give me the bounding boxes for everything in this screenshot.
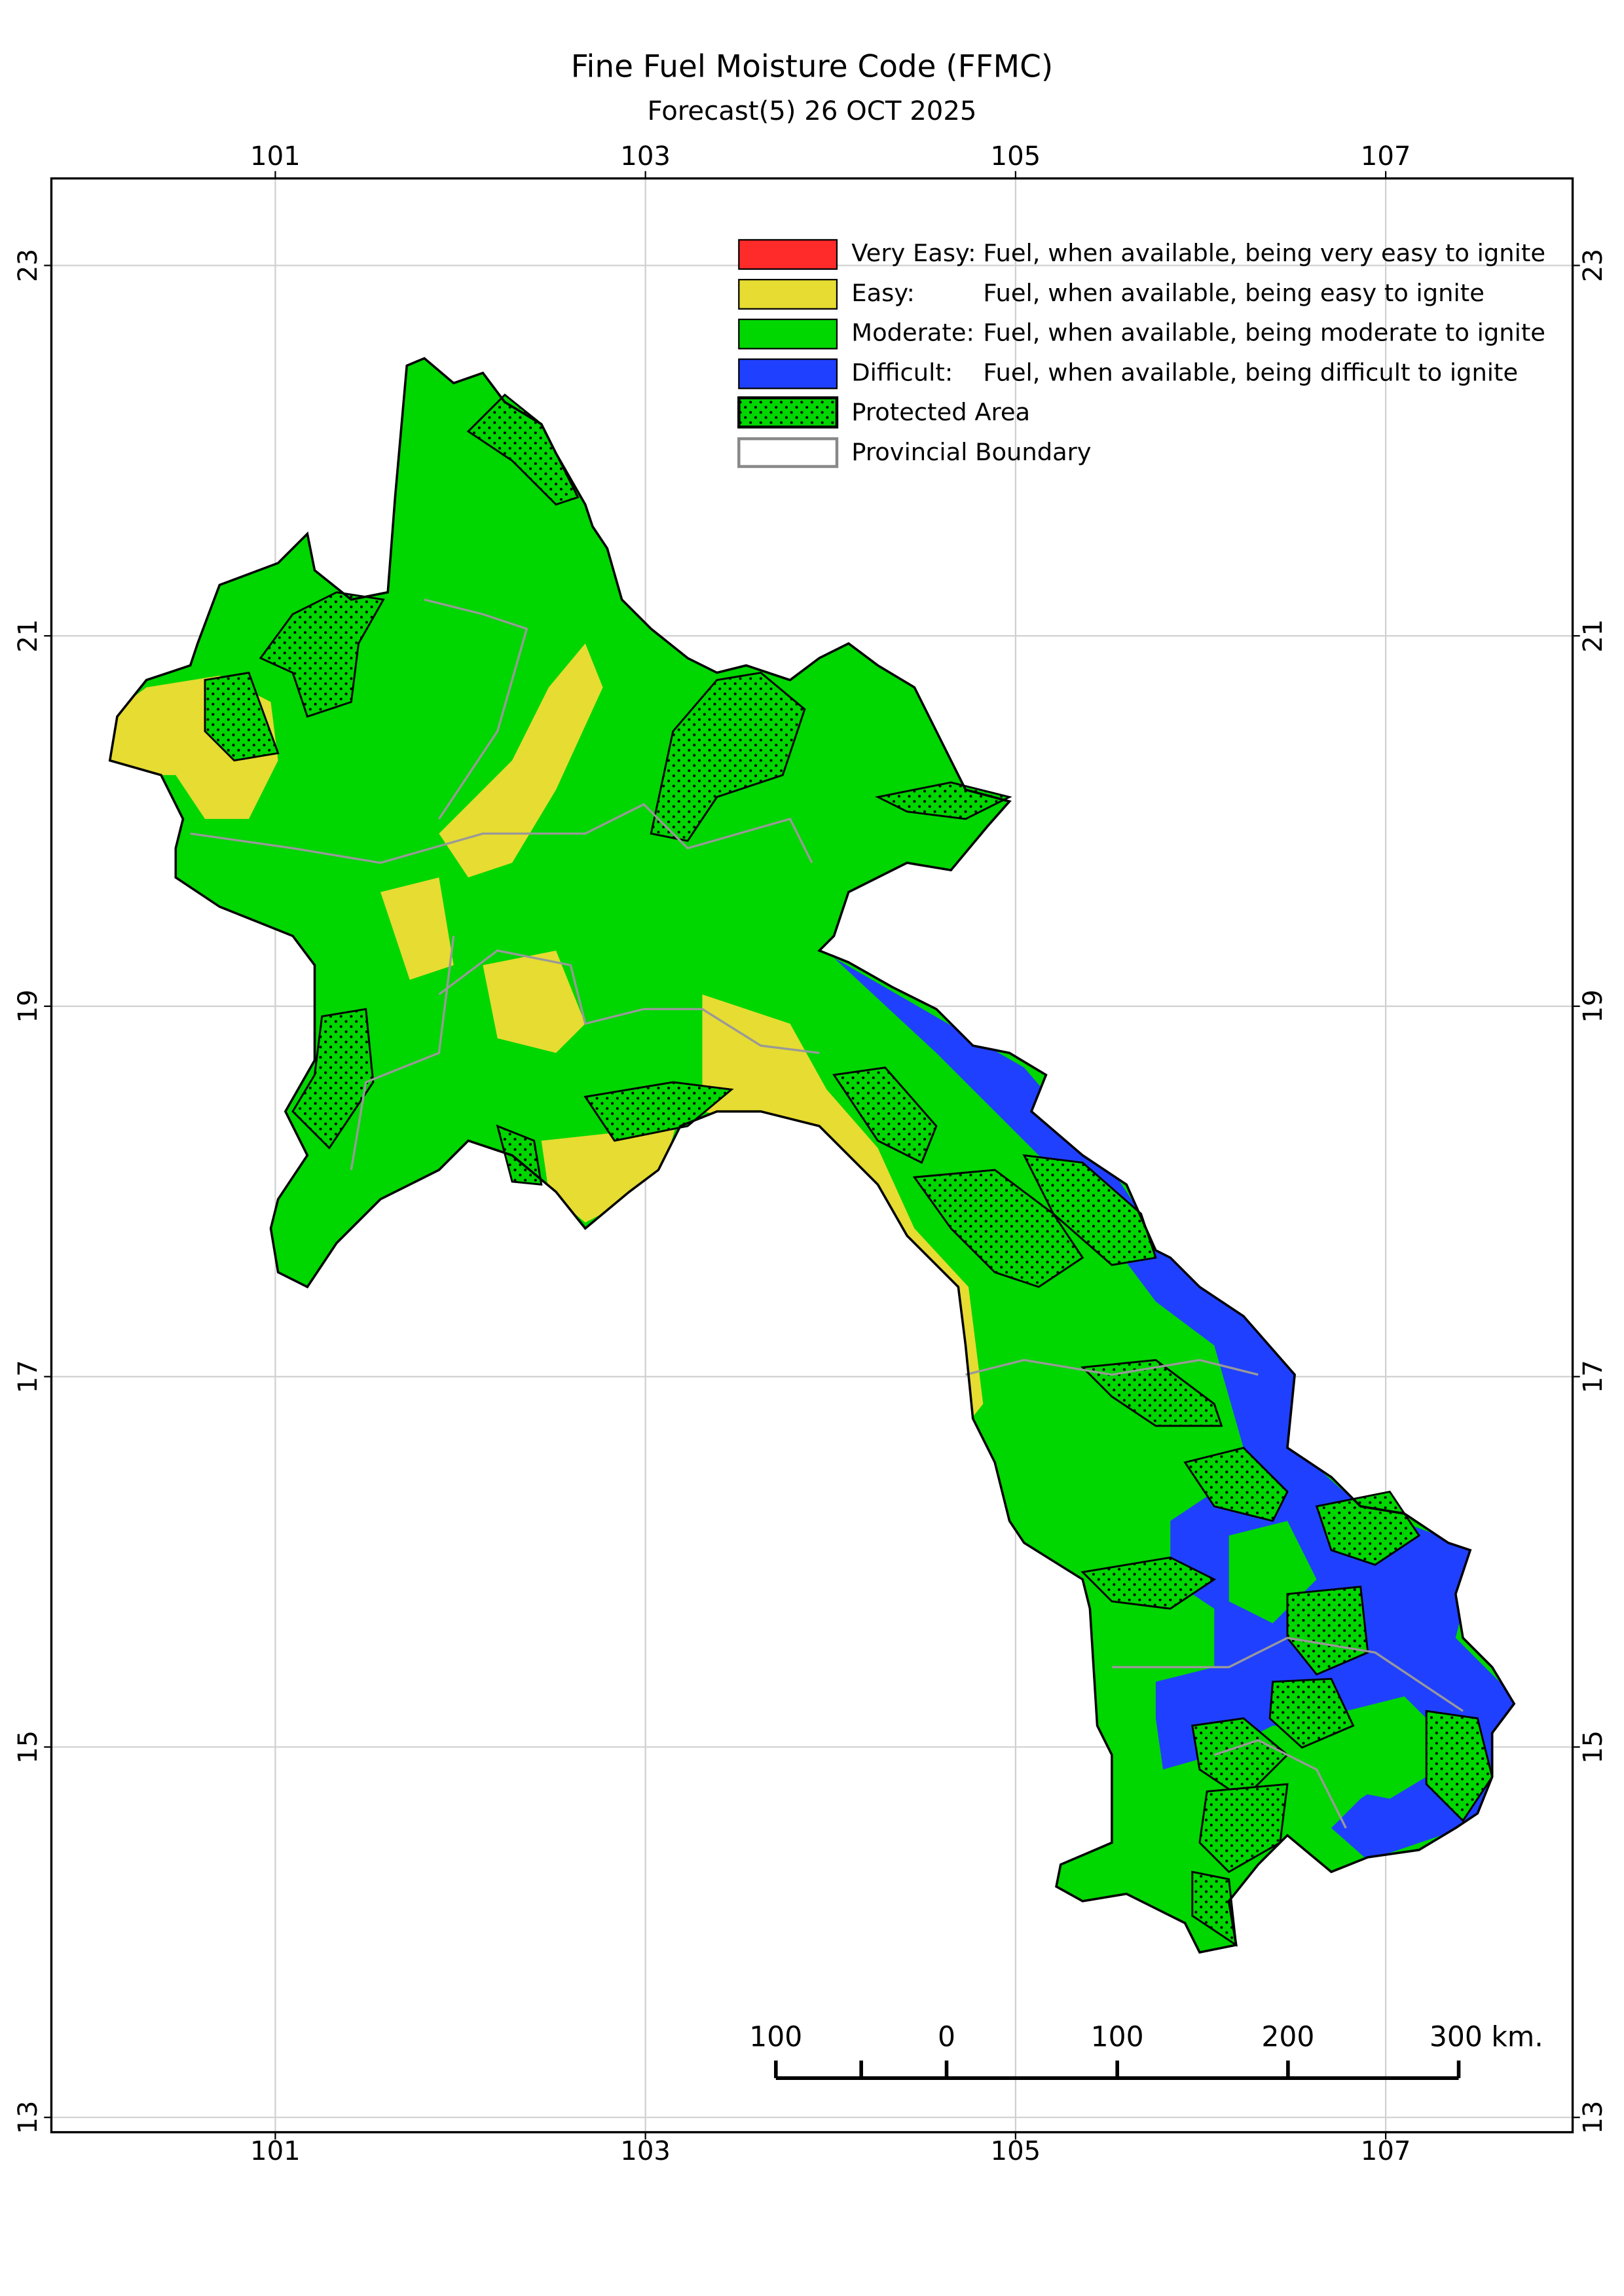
country (109, 357, 1515, 1954)
protected-area (583, 1081, 734, 1142)
legend-description: Fuel, when available, being easy to igni… (983, 279, 1485, 307)
x-tick-label: 105 (991, 2136, 1041, 2166)
scale-bar-label: 100 (1091, 2021, 1144, 2053)
easy-area (541, 1125, 676, 1223)
scale-bar-label: 300 km. (1430, 2021, 1543, 2053)
easy-area (702, 994, 984, 1426)
provincial-boundary (424, 598, 528, 820)
legend-label: Difficult: (851, 358, 953, 386)
protected-area (291, 1008, 375, 1150)
y-tick-label: 17 (13, 1360, 43, 1393)
protected-area (1198, 1783, 1289, 1874)
legend-label: Protected Area (851, 398, 1030, 426)
x-tick-label: 101 (250, 141, 301, 172)
x-tick-label: 105 (991, 141, 1041, 172)
legend-description: Fuel, when available, being very easy to… (983, 239, 1545, 267)
legend-description: Fuel, when available, being difficult to… (983, 358, 1518, 386)
legend-label: Easy: (851, 279, 915, 307)
protected-area (650, 671, 806, 843)
y-tick-label: 17 (1578, 1360, 1608, 1393)
protected-area (1080, 1556, 1217, 1610)
scale-bar-label: 0 (938, 2021, 955, 2053)
protected-area (832, 1066, 938, 1164)
provincial-boundary (350, 936, 455, 1171)
protected-area (1268, 1677, 1355, 1749)
legend-label: Provincial Boundary (851, 438, 1091, 466)
protected-area (259, 591, 385, 718)
scale-bar-label: 100 (749, 2021, 802, 2053)
legend-swatch (738, 278, 838, 310)
x-tick-label: 101 (250, 2136, 301, 2166)
map-frame (50, 177, 1574, 2134)
provincial-boundary (1111, 1637, 1464, 1712)
protected-area (1315, 1490, 1421, 1566)
easy-area (439, 643, 603, 878)
scale-bar-label: 200 (1261, 2021, 1314, 2053)
y-tick-label: 19 (13, 989, 43, 1023)
legend-label: Moderate: (851, 319, 974, 347)
protected-area (912, 1169, 1084, 1288)
protected-area (466, 393, 580, 506)
easy-area (483, 950, 585, 1053)
y-tick-label: 13 (13, 2101, 43, 2134)
provincial-boundary (1213, 1739, 1347, 1829)
y-tick-label: 23 (1578, 249, 1608, 282)
easy-area (380, 877, 454, 980)
legend-swatch (737, 437, 839, 468)
protected-area (1022, 1154, 1157, 1266)
legend: Very Easy: Fuel, when available, being ve… (737, 239, 1545, 468)
x-tick-label: 107 (1361, 141, 1411, 172)
map-subtitle: Forecast(5) 26 OCT 2025 (648, 96, 977, 126)
provincial-boundary (438, 949, 820, 1054)
legend-swatch (738, 318, 838, 350)
y-tick-label: 13 (1578, 2101, 1608, 2134)
x-tick-label: 107 (1361, 2136, 1411, 2166)
legend-swatch (738, 358, 838, 390)
protected-area (204, 671, 280, 762)
y-tick-label: 19 (1578, 989, 1608, 1023)
provincial-boundary (190, 803, 813, 864)
protected-area (1183, 1446, 1289, 1522)
y-tick-label: 21 (13, 619, 43, 653)
legend-label: Very Easy: (851, 239, 976, 267)
x-tick-label: 103 (620, 141, 671, 172)
x-tick-label: 103 (620, 2136, 671, 2166)
provincial-boundary (965, 1358, 1259, 1376)
legend-swatch (738, 239, 838, 270)
y-tick-label: 21 (1578, 619, 1608, 653)
protected-area (1286, 1586, 1369, 1676)
legend-description: Fuel, when available, being moderate to … (983, 319, 1545, 347)
protected-area (1080, 1358, 1223, 1427)
map-title: Fine Fuel Moisture Code (FFMC) (571, 48, 1053, 84)
scale-bar: 100 0 100 200 300 km. (749, 2021, 1543, 2080)
protected-area (1191, 1717, 1289, 1800)
protected-area (1425, 1709, 1494, 1823)
provincial-boundaries (190, 598, 1464, 1829)
y-tick-label: 15 (1578, 1730, 1608, 1764)
protected-areas (204, 393, 1494, 1947)
y-tick-label: 15 (13, 1730, 43, 1764)
legend-swatch (737, 396, 839, 429)
y-tick-label: 23 (13, 249, 43, 282)
